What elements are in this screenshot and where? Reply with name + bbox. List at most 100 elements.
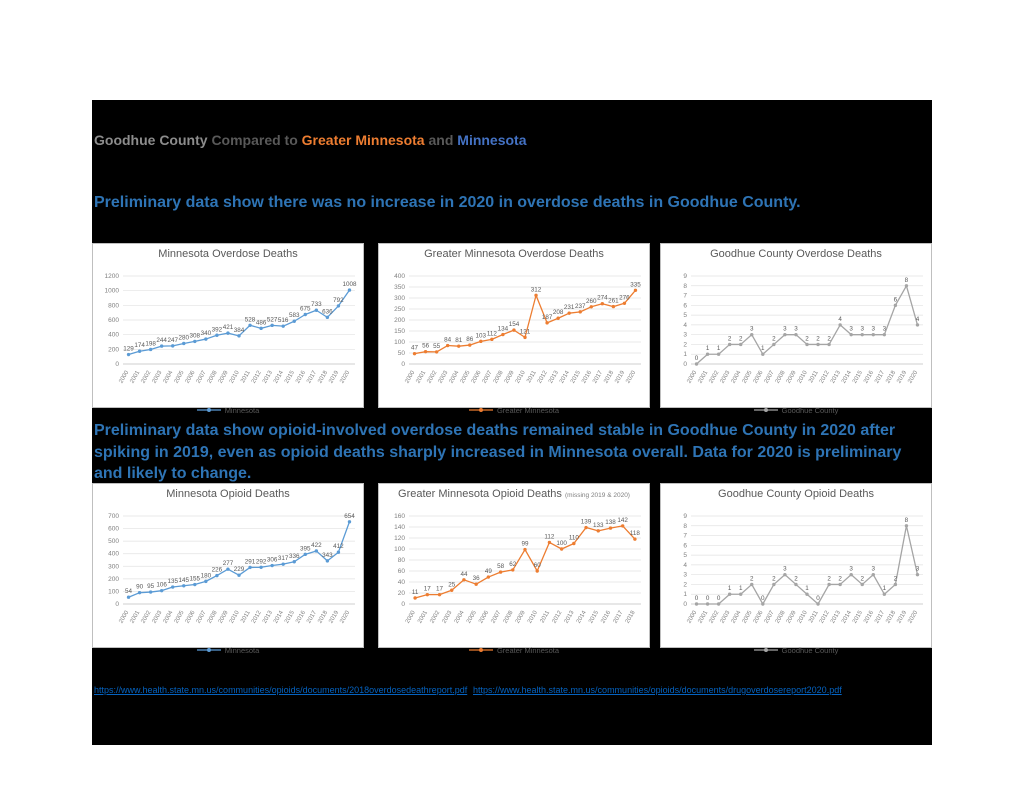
data-label: 0 (695, 355, 699, 362)
data-label: 2 (816, 335, 820, 342)
page-title-part-1: Compared to (211, 132, 302, 148)
data-label: 247 (167, 337, 178, 344)
data-label: 274 (597, 295, 608, 302)
data-label: 62 (509, 561, 517, 568)
data-label: 154 (509, 321, 520, 328)
data-label: 44 (460, 571, 468, 578)
svg-text:0: 0 (115, 601, 119, 608)
svg-text:2011: 2011 (240, 609, 252, 624)
data-label: 675 (300, 306, 311, 313)
data-label: 583 (289, 312, 300, 319)
data-label: 187 (542, 314, 553, 321)
data-label: 3 (750, 326, 754, 333)
svg-text:160: 160 (394, 513, 405, 520)
data-label: 306 (267, 557, 278, 564)
data-label: 0 (717, 595, 721, 602)
data-label: 134 (498, 326, 509, 333)
data-label: 636 (322, 308, 333, 315)
chart-panel-greater-minnesota-opioid-deaths: Greater Minnesota Opioid Deaths (missing… (378, 483, 650, 655)
svg-text:2010: 2010 (229, 609, 241, 624)
page-title: Goodhue County Compared to Greater Minne… (94, 132, 527, 148)
svg-text:100: 100 (108, 588, 119, 595)
data-label: 3 (860, 326, 864, 333)
svg-text:2010: 2010 (515, 369, 527, 384)
svg-text:2016: 2016 (600, 609, 612, 624)
data-label: 47 (411, 345, 419, 352)
svg-text:2020: 2020 (339, 369, 351, 384)
svg-text:9: 9 (683, 273, 687, 280)
svg-text:4: 4 (683, 562, 687, 569)
data-label: 208 (553, 309, 564, 316)
data-label: 292 (256, 558, 267, 565)
link-2020-overdose-report[interactable]: https://www.health.state.mn.us/communiti… (473, 685, 842, 695)
svg-text:2020: 2020 (625, 369, 637, 384)
svg-text:400: 400 (108, 332, 119, 339)
data-label: 1 (706, 345, 710, 352)
data-label: 2 (827, 335, 831, 342)
data-label: 11 (412, 589, 419, 596)
svg-text:2: 2 (683, 341, 687, 348)
chart-row-overdose: Minnesota Overdose Deaths 0 200 400 600 800 1… (92, 243, 932, 415)
svg-text:9: 9 (683, 513, 687, 520)
data-label: 3 (849, 566, 853, 573)
svg-text:8: 8 (683, 283, 687, 290)
data-label: 25 (448, 581, 456, 588)
chart-title: Greater Minnesota Opioid Deaths (missing… (398, 488, 630, 500)
data-label: 0 (695, 595, 699, 602)
data-label: 1 (883, 585, 887, 592)
data-label: 654 (344, 513, 355, 520)
svg-text:3: 3 (683, 572, 687, 579)
data-label: 135 (167, 578, 178, 585)
svg-text:2011: 2011 (526, 369, 538, 384)
data-label: 56 (422, 343, 430, 350)
chart-panel-greater-minnesota-overdose-deaths: Greater Minnesota Overdose Deaths 0 50 100… (378, 243, 650, 415)
svg-text:100: 100 (394, 546, 405, 553)
data-label: 3 (783, 566, 787, 573)
data-label: 198 (145, 340, 156, 347)
data-label: 3 (849, 326, 853, 333)
data-label: 2 (772, 575, 776, 582)
data-label: 17 (436, 586, 444, 593)
svg-text:600: 600 (108, 317, 119, 324)
data-label: 60 (534, 562, 542, 569)
data-label: 0 (706, 595, 710, 602)
chart-title: Greater Minnesota Overdose Deaths (424, 248, 604, 260)
data-label: 486 (256, 319, 267, 326)
svg-text:0: 0 (401, 361, 405, 368)
chart-legend: Minnesota (93, 404, 363, 416)
data-label: 86 (466, 336, 474, 343)
data-label: 3 (783, 326, 787, 333)
svg-text:300: 300 (394, 295, 405, 302)
svg-text:2005: 2005 (466, 609, 478, 624)
data-label: 291 (245, 558, 256, 565)
svg-text:2008: 2008 (503, 609, 515, 624)
page-title-part-0: Goodhue County (94, 132, 212, 148)
data-label: 3 (872, 326, 876, 333)
svg-text:2001: 2001 (417, 609, 429, 624)
svg-text:2: 2 (683, 581, 687, 588)
svg-text:2020: 2020 (907, 369, 919, 384)
legend-label: Greater Minnesota (496, 645, 560, 655)
svg-text:50: 50 (398, 350, 406, 357)
data-label: 244 (156, 337, 167, 344)
data-label: 138 (605, 519, 616, 526)
chart-panel-minnesota-opioid-deaths: Minnesota Opioid Deaths 0 100 200 300 400 500… (92, 483, 364, 655)
svg-text:1200: 1200 (105, 273, 120, 280)
page-title-part-2: Greater Minnesota (301, 132, 429, 148)
link-2018-overdose-report[interactable]: https://www.health.state.mn.us/communiti… (94, 685, 468, 695)
data-label: 100 (556, 540, 567, 547)
svg-text:2002: 2002 (429, 609, 441, 624)
data-label: 392 (212, 326, 223, 333)
data-label: 2 (739, 335, 743, 342)
svg-text:2007: 2007 (490, 609, 502, 624)
svg-text:250: 250 (394, 306, 405, 313)
data-label: 3 (883, 326, 887, 333)
svg-text:3: 3 (683, 332, 687, 339)
svg-text:400: 400 (394, 273, 405, 280)
data-label: 8 (905, 277, 909, 284)
data-label: 6 (894, 296, 898, 303)
legend-marker-icon (196, 648, 221, 652)
